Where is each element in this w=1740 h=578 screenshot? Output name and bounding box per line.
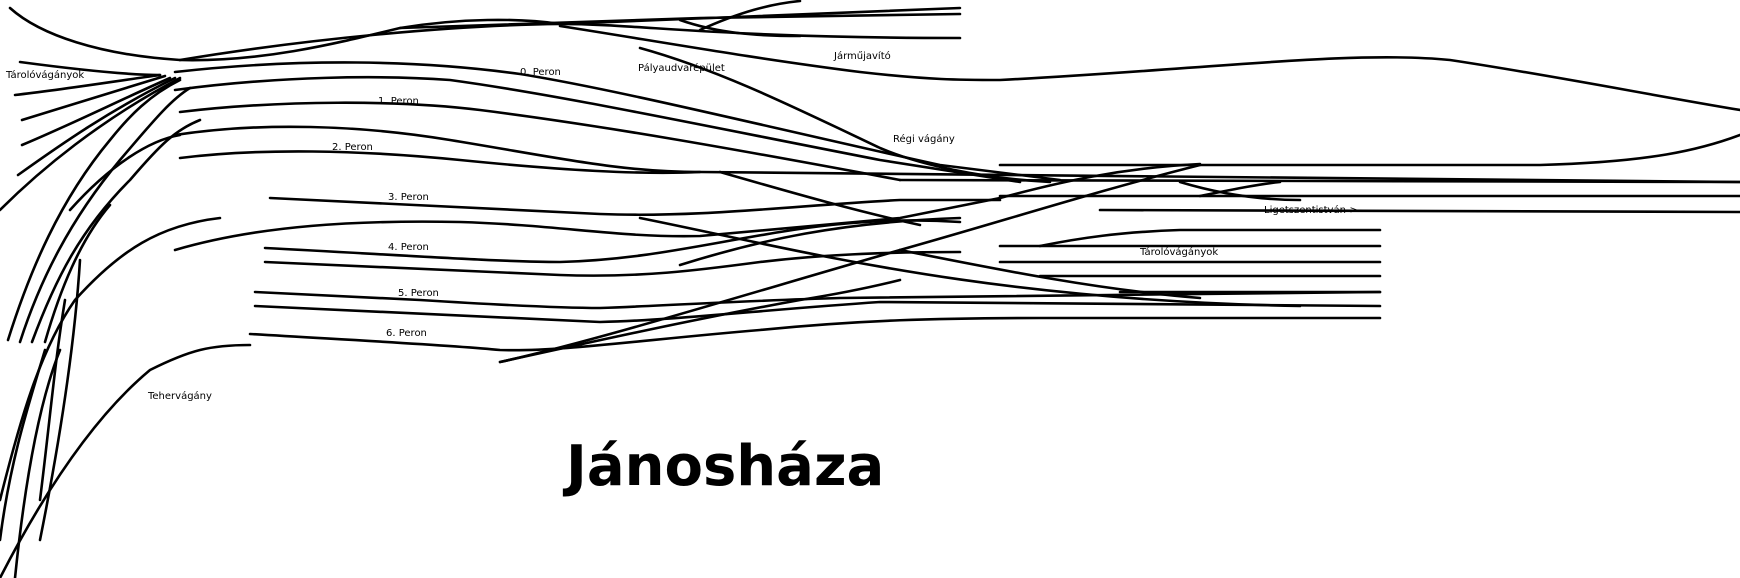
track-platform-5: [253, 290, 1382, 310]
label-platform-3: 3. Peron: [388, 192, 429, 203]
track-long-diag-3: [718, 170, 922, 227]
track-west-14: [38, 298, 67, 502]
track-top-throat: [8, 6, 562, 62]
track-long-diag-4: [898, 248, 1202, 300]
track-west-5: [16, 76, 177, 177]
track-east-x1: [998, 162, 1202, 200]
track-west-3: [20, 74, 167, 122]
track-west-6: [0, 76, 182, 212]
label-direction-east: Ligetszentistván->: [1264, 204, 1358, 216]
track-platform-3: [268, 196, 1002, 217]
label-platform-1: 1. Peron: [378, 96, 419, 107]
label-freight-track: Tehervágány: [147, 390, 212, 402]
track-west-4: [20, 76, 172, 147]
track-freight: [0, 343, 252, 578]
track-platform-4: [263, 219, 962, 264]
station-title: Jánosháza: [562, 434, 884, 499]
labels: Tárolóvágányok 0. Peron Pályaudvarépület…: [5, 50, 1358, 499]
label-station-building: Pályaudvarépület: [638, 62, 725, 74]
track-west-9: [30, 118, 202, 344]
track-west-16: [38, 258, 82, 542]
label-vehicle-workshop: Járműjavító: [833, 50, 891, 62]
track-west-1: [18, 60, 162, 77]
track-west-7: [6, 78, 182, 342]
track-long-diag-1: [638, 216, 1302, 308]
track-west-12: [0, 216, 222, 502]
track-platform-5b: [253, 300, 1382, 324]
track-platform-6: [248, 316, 1382, 352]
label-platform-2: 2. Peron: [332, 142, 373, 153]
track-east-x2: [1178, 180, 1302, 202]
track-platform-2b: [178, 150, 702, 175]
track-workshop-cross: [678, 18, 802, 38]
track-old-long: [558, 24, 1740, 112]
track-platform-4b: [263, 250, 962, 277]
track-main-east-3: [1098, 208, 1740, 214]
track-west-13: [13, 348, 62, 578]
track-west-8: [18, 86, 192, 344]
label-platform-0: 0. Peron: [520, 67, 561, 78]
track-west-11: [68, 133, 182, 212]
label-old-track: Régi vágány: [893, 133, 955, 145]
track-long-diag-2: [498, 163, 1202, 364]
track-platform-6-diag: [498, 278, 902, 364]
track-workshop-2: [398, 12, 962, 30]
label-storage-east: Tárolóvágányok: [1139, 246, 1218, 258]
track-main-east-1: [898, 178, 1740, 184]
track-west-15: [0, 348, 47, 542]
track-platform-1b: [178, 101, 902, 182]
track-platform-4-diag: [678, 216, 962, 267]
label-platform-4: 4. Peron: [388, 242, 429, 253]
label-platform-6: 6. Peron: [386, 328, 427, 339]
track-platform-2: [173, 125, 1740, 184]
track-platform-1: [173, 75, 1022, 184]
track-storage-east-1: [1038, 228, 1382, 248]
label-storage-west: Tárolóvágányok: [5, 69, 84, 81]
track-east-x3: [1198, 180, 1282, 198]
track-old-loop-return: [998, 133, 1740, 167]
track-workshop-spur: [698, 0, 802, 32]
track-platform-3b: [173, 196, 1002, 252]
track-west-2: [13, 73, 162, 97]
track-platform-0: [173, 61, 1062, 182]
label-platform-5: 5. Peron: [398, 288, 439, 299]
track-west-10: [43, 203, 112, 344]
